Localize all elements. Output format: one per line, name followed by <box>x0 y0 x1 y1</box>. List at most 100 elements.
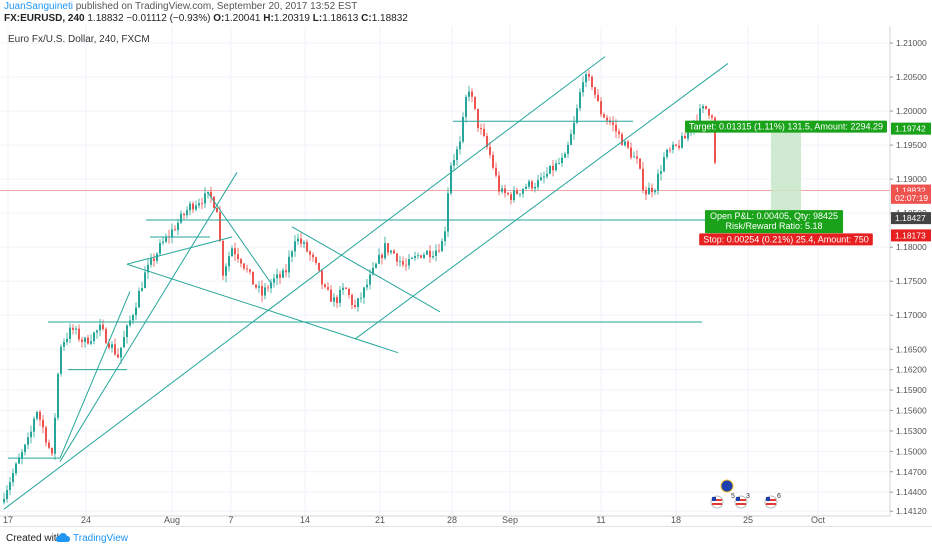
candle-body <box>366 284 368 288</box>
position-tool[interactable]: Target: 0.01315 (1.11%) 131.5, Amount: 2… <box>685 120 887 246</box>
candle-body <box>228 256 230 267</box>
candle-body <box>669 149 671 151</box>
candle-body <box>210 191 212 197</box>
y-tick-label: 1.14120 <box>896 506 927 516</box>
candle-body <box>318 262 320 271</box>
candle-body <box>462 117 464 142</box>
us-flag-icon-canton <box>766 497 770 501</box>
candle-body <box>348 288 350 295</box>
candle-body <box>603 114 605 118</box>
candle-body <box>618 131 620 135</box>
candle-body <box>495 167 497 176</box>
risk-reward-label[interactable]: Risk/Reward Ratio: 5.18 <box>725 221 822 231</box>
candle-body <box>9 482 11 491</box>
x-tick-label: 21 <box>375 515 385 525</box>
candle-body <box>672 144 674 150</box>
candle-body <box>39 411 41 420</box>
target-label[interactable]: Target: 0.01315 (1.11%) 131.5, Amount: 2… <box>689 122 883 132</box>
trend-line[interactable] <box>207 192 273 285</box>
candle-body <box>75 328 77 330</box>
candle-body <box>27 437 29 445</box>
candle-body <box>636 156 638 159</box>
open-pl-label[interactable]: Open P&L: 0.00405, Qty: 98425 <box>710 211 838 221</box>
candle-body <box>240 259 242 264</box>
candle-body <box>552 165 554 171</box>
price-tag-box <box>891 229 931 242</box>
candle-body <box>261 286 263 296</box>
candle-body <box>273 278 275 283</box>
candle-body <box>453 160 455 166</box>
trend-drawings[interactable] <box>3 56 729 510</box>
candle-body <box>393 250 395 254</box>
candle-body <box>600 101 602 115</box>
candle-body <box>156 253 158 261</box>
candle-body <box>705 105 707 109</box>
candle-body <box>141 288 143 291</box>
price-tag: 1.18832 <box>895 186 926 196</box>
candle-body <box>345 287 347 289</box>
x-tick-label: 11 <box>596 515 605 525</box>
eu-flag-icon[interactable] <box>720 479 734 493</box>
candle-body <box>540 177 542 181</box>
candle-body <box>162 241 164 243</box>
candle-body <box>507 193 509 195</box>
open-pl-box[interactable] <box>704 210 844 234</box>
y-tick-label: 1.14400 <box>896 487 927 497</box>
x-tick-label: Aug <box>164 515 180 525</box>
candle-body <box>102 324 104 329</box>
candle-body <box>291 251 293 257</box>
stop-label[interactable]: Stop: 0.00254 (0.21%) 25.4, Amount: 750 <box>703 234 869 244</box>
candle-body <box>432 255 434 258</box>
y-tick-label: 1.18000 <box>896 242 927 252</box>
candle-body <box>666 149 668 158</box>
trend-line[interactable] <box>291 226 441 313</box>
candle-body <box>360 297 362 299</box>
candle-body <box>465 96 467 118</box>
candle-body <box>84 337 86 343</box>
publish-info: JuanSanguineti published on TradingView.… <box>4 1 357 12</box>
tradingview-cloud-icon[interactable] <box>56 532 70 544</box>
candle-body <box>63 342 65 347</box>
price-tag-box <box>891 122 931 135</box>
event-badges[interactable]: 5 3 6 <box>710 479 781 509</box>
candle-body <box>396 253 398 262</box>
candle-body <box>645 190 647 195</box>
candle-body <box>189 203 191 211</box>
candle-body <box>150 258 152 265</box>
author-link[interactable]: JuanSanguineti <box>4 1 73 12</box>
profit-zone-rect <box>771 128 801 219</box>
candle-body <box>621 134 623 146</box>
candle-body <box>651 187 653 193</box>
candle-body <box>216 207 218 213</box>
candle-body <box>69 327 71 339</box>
candle-body <box>6 490 8 499</box>
price-chart[interactable]: Target: 0.01315 (1.11%) 131.5, Amount: 2… <box>0 26 932 526</box>
candle-body <box>132 315 134 321</box>
trend-line[interactable] <box>126 263 399 354</box>
trend-line[interactable] <box>59 291 131 459</box>
candle-body <box>123 337 125 348</box>
x-tick-label: 17 <box>3 515 13 525</box>
trend-line[interactable] <box>126 236 233 265</box>
candle-body <box>42 419 44 428</box>
candle-body <box>213 196 215 208</box>
candle-body <box>297 238 299 242</box>
candle-body <box>114 344 116 355</box>
trend-line[interactable] <box>354 63 729 340</box>
footer: Created with TradingView <box>0 526 932 551</box>
trend-line[interactable] <box>3 56 606 510</box>
candle-body <box>504 188 506 194</box>
candle-body <box>624 141 626 146</box>
target-label-box[interactable] <box>685 120 887 133</box>
tradingview-brand[interactable]: TradingView <box>73 533 129 544</box>
chart-area[interactable]: Target: 0.01315 (1.11%) 131.5, Amount: 2… <box>0 26 932 526</box>
trend-line[interactable] <box>59 172 238 462</box>
x-tick-label: 24 <box>81 515 91 525</box>
candle-body <box>363 287 365 298</box>
candle-body <box>342 287 344 290</box>
candle-body <box>312 254 314 258</box>
stop-label-box[interactable] <box>699 233 873 246</box>
candle-body <box>357 298 359 308</box>
us-flag-icon-canton <box>736 497 740 501</box>
candle-body <box>663 157 665 172</box>
